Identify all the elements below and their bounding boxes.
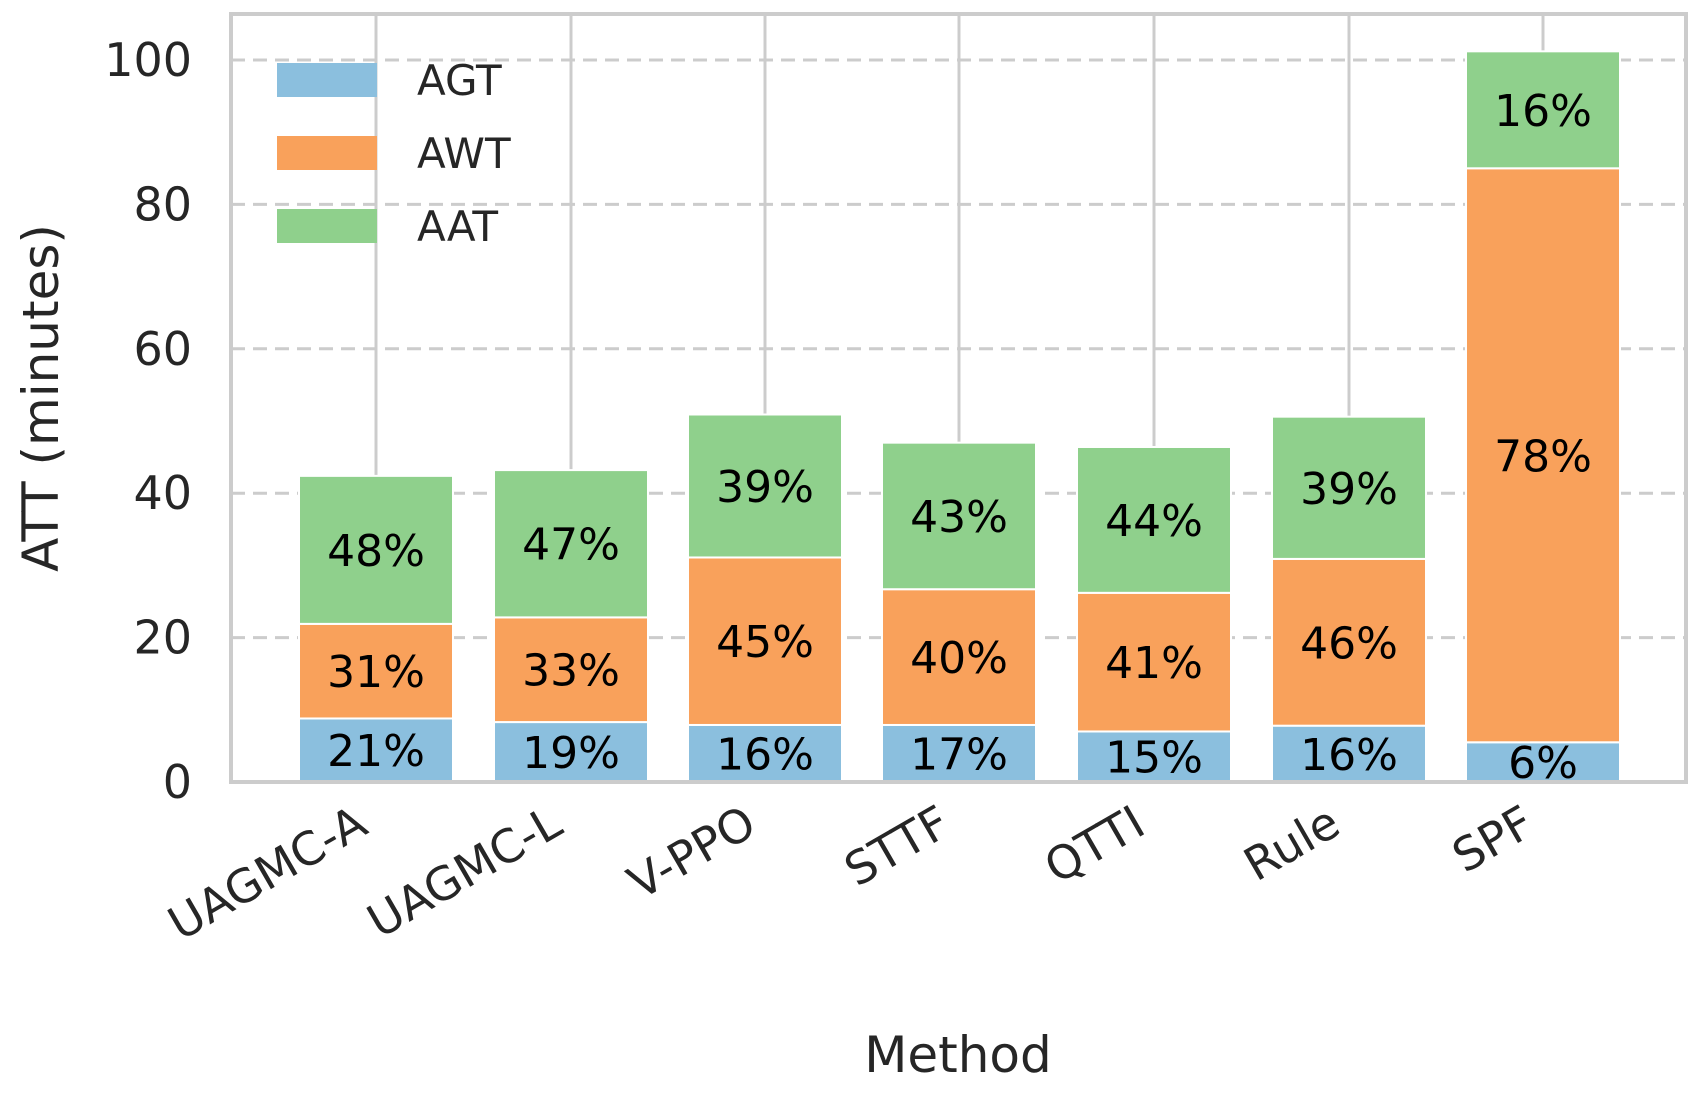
bar-aat xyxy=(1271,415,1427,560)
plot-frame xyxy=(229,12,1688,784)
legend-label-aat: AAT xyxy=(417,202,498,251)
y-axis-label: ATT (minutes) xyxy=(12,224,70,572)
bar-value-label: 45% xyxy=(716,617,814,668)
legend-swatch-aat xyxy=(277,209,377,243)
bar-awt xyxy=(881,588,1037,726)
x-tick-label: UAGMC-A xyxy=(159,794,376,950)
bar-value-label: 21% xyxy=(327,726,425,777)
x-tick-label: Rule xyxy=(1235,795,1349,892)
y-tick-label: 20 xyxy=(133,611,192,665)
bar-value-label: 31% xyxy=(327,647,425,698)
bar-agt xyxy=(1076,730,1232,784)
bar-value-label: 16% xyxy=(716,729,814,780)
bar-value-label: 33% xyxy=(522,646,620,697)
bar-value-label: 39% xyxy=(1300,464,1398,515)
y-tick-label: 80 xyxy=(133,177,192,231)
bar-awt xyxy=(493,616,649,724)
x-tick-label: UAGMC-L xyxy=(358,795,571,949)
bar-aat xyxy=(881,441,1037,591)
bar-value-label: 15% xyxy=(1105,733,1203,784)
bar-aat xyxy=(298,474,454,625)
bar-aat xyxy=(1465,50,1621,170)
x-tick-label: STTF xyxy=(835,795,958,897)
bar-value-label: 43% xyxy=(910,492,1008,543)
bar-value-label: 17% xyxy=(910,729,1008,780)
bar-awt xyxy=(1076,591,1232,733)
bar-agt xyxy=(298,717,454,783)
y-tick-label: 40 xyxy=(133,466,192,520)
bar-value-label: 46% xyxy=(1300,618,1398,669)
x-tick-label: SPF xyxy=(1443,795,1542,883)
bar-aat xyxy=(493,469,649,619)
legend-label-awt: AWT xyxy=(417,129,511,178)
y-tick-label: 0 xyxy=(163,755,192,809)
bar-value-label: 78% xyxy=(1494,431,1592,482)
legend: AGT AWT AAT xyxy=(277,56,511,251)
bar-value-label: 19% xyxy=(522,728,620,779)
bar-value-label: 39% xyxy=(716,462,814,513)
bar-awt xyxy=(687,556,843,726)
bar-aat xyxy=(687,413,843,559)
bar-aat xyxy=(1076,445,1232,594)
bar-agt xyxy=(1271,724,1427,784)
legend-swatch-awt xyxy=(277,136,377,170)
bars: 21% 31% 48% 19% 33% 47% 16% 45% 39% 17% 40% 43% 15% 4… xyxy=(298,50,1621,789)
legend-swatch-agt xyxy=(277,63,377,97)
x-axis-label: Method xyxy=(864,1026,1052,1084)
y-tick-label: 100 xyxy=(104,33,192,87)
legend-label-agt: AGT xyxy=(417,56,502,105)
y-tick-label: 60 xyxy=(133,322,192,376)
bar-value-label: 16% xyxy=(1300,730,1398,781)
bar-value-label: 44% xyxy=(1105,496,1203,547)
x-tick-label: QTTI xyxy=(1035,795,1153,894)
bar-awt xyxy=(1465,167,1621,744)
bar-value-label: 41% xyxy=(1105,638,1203,689)
bar-awt xyxy=(1271,557,1427,727)
bar-value-label: 40% xyxy=(910,633,1008,684)
bar-value-label: 48% xyxy=(327,526,425,577)
bar-value-label: 16% xyxy=(1494,86,1592,137)
y-tick-labels: 0 20 40 60 80 100 xyxy=(104,33,192,809)
bar-agt xyxy=(881,723,1037,783)
bar-value-label: 47% xyxy=(522,520,620,571)
bar-awt xyxy=(298,622,454,720)
x-tick-label: V-PPO xyxy=(619,795,765,910)
